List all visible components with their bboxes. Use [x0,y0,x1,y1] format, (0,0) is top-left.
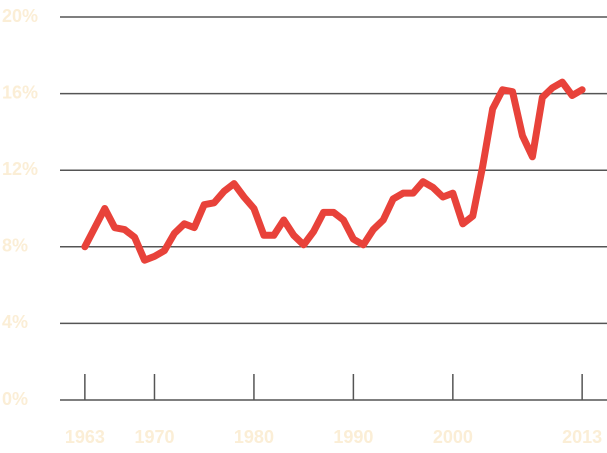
y-tick-label: 0% [2,389,28,409]
y-tick-label: 16% [2,82,38,102]
y-tick-label: 4% [2,312,28,332]
y-tick-label: 8% [2,236,28,256]
x-tick-label: 2000 [433,427,473,447]
y-tick-label: 20% [2,6,38,26]
x-tick-label: 1980 [234,427,274,447]
data-line [81,78,586,264]
y-tick-label: 12% [2,159,38,179]
x-tick-label: 1963 [65,427,105,447]
x-tick-label: 1990 [333,427,373,447]
x-tick-label: 2013 [562,427,602,447]
x-tick-label: 1970 [134,427,174,447]
